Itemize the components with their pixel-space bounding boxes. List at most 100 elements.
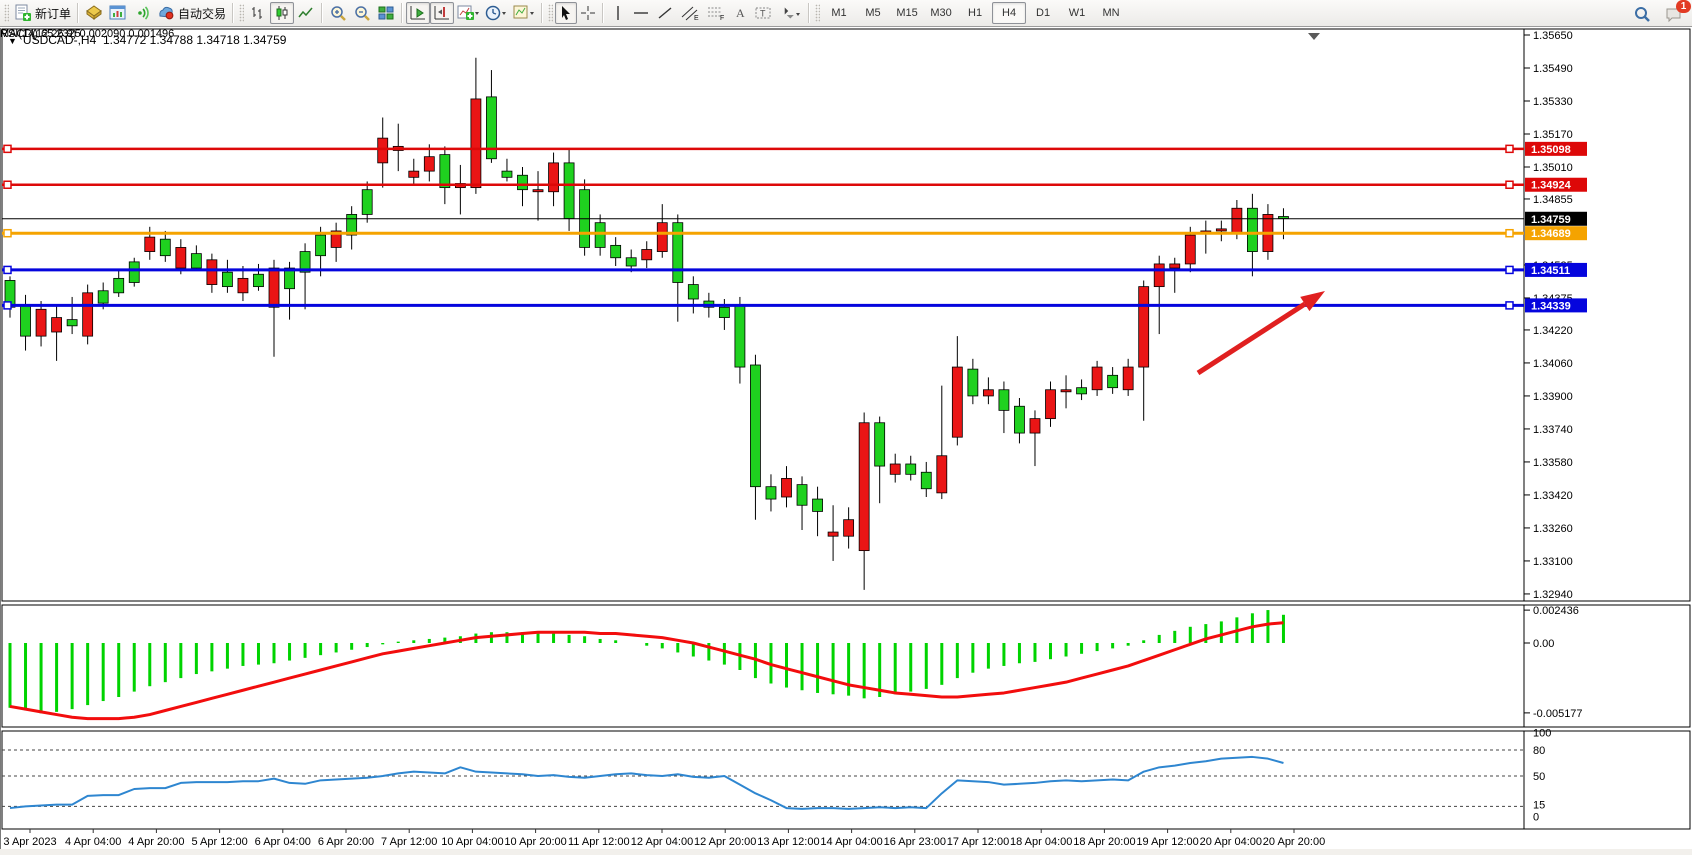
timeframe-d1-button[interactable]: D1 [1036,7,1051,19]
horizontal-line-1.34759[interactable]: 1.34759 [2,211,1587,226]
timeframe-m15-button[interactable]: M15 [896,7,918,19]
timeframe-h4-button[interactable]: H4 [992,2,1027,24]
svg-text:80: 80 [1533,745,1545,757]
trendline-tool-button[interactable] [653,2,677,24]
chart-shift-button[interactable] [430,2,455,24]
line-handle[interactable] [1505,301,1514,310]
search-button[interactable] [1630,3,1654,25]
crosshair-tool-button[interactable] [577,2,599,24]
svg-text:1.33420: 1.33420 [1533,490,1573,502]
timeframe-m5-button[interactable]: M5 [865,7,881,19]
auto-trading-button[interactable]: 自动交易 [154,2,229,24]
zoom-in-icon [329,4,347,22]
line-handle[interactable] [1505,265,1514,275]
horizontal-line-1.35098[interactable]: 1.35098 [2,141,1587,156]
tile-windows-icon [377,4,395,22]
pane-border-0 [1,28,1691,602]
pane-border-1 [1,604,1691,728]
chart-window-button[interactable] [106,2,130,24]
macd-indicator-label: MACD(12,26,9) 0.002090 0.001496 [0,28,175,40]
zoom-in-button[interactable] [326,2,350,24]
svg-text:12 Apr 04:00: 12 Apr 04:00 [631,836,693,848]
svg-text:7 Apr 12:00: 7 Apr 12:00 [381,836,437,848]
timeframe-h1-button[interactable]: H1 [968,7,983,19]
svg-text:1.34924: 1.34924 [1531,180,1572,192]
vertical-line-tool-button[interactable] [607,2,629,24]
templates-button[interactable] [510,2,538,24]
line-handle[interactable] [3,265,12,275]
svg-text:1.35170: 1.35170 [1533,129,1573,141]
chart-canvas[interactable]: 1.35650 1.35490 1.35330 1.35170 1.35010 1.348… [0,28,1692,855]
horizontal-line-icon [632,5,650,21]
tile-windows-button[interactable] [374,2,398,24]
new-order-button[interactable]: 新订单 [11,2,74,24]
price-badge [1525,177,1587,192]
svg-text:10 Apr 20:00: 10 Apr 20:00 [504,836,566,848]
line-handle[interactable] [3,301,12,310]
bar-chart-type-button[interactable] [246,2,270,24]
zoom-out-button[interactable] [350,2,374,24]
macd-pane[interactable]: 0.002436 0.00 -0.005177 [8,605,1583,721]
line-handle[interactable] [3,228,12,238]
signals-button[interactable] [130,2,154,24]
rsi-pane[interactable]: 100 80 50 150 [2,728,1551,824]
line-chart-type-button[interactable] [294,2,318,24]
svg-text:14 Apr 04:00: 14 Apr 04:00 [820,836,882,848]
text-label-tool-button[interactable]: T [751,2,775,24]
svg-text:1.34689: 1.34689 [1531,228,1571,240]
indicators-button[interactable] [454,2,482,24]
candlestick-series[interactable] [4,57,1289,590]
horizontal-line-1.34511[interactable]: 1.34511 [2,262,1587,277]
timeframe-mn-button[interactable]: MN [1102,7,1120,19]
svg-text:1.32940: 1.32940 [1533,589,1573,601]
equidistant-channel-tool-button[interactable]: E [677,2,703,24]
timeframe-m1-button[interactable]: M1 [831,7,847,19]
chart-title: ▼ USDCAD-,H4 1.34772 1.34788 1.34718 1.34… [8,33,286,47]
horizontal-line-tool-button[interactable] [629,2,653,24]
horizontal-line-1.34689[interactable]: 1.34689 [2,226,1587,241]
toolbar-separator [602,3,605,23]
toolbar-drag-handle[interactable] [548,4,554,22]
line-handle[interactable] [1505,144,1514,154]
chart-window-icon [109,4,127,22]
text-label-icon: T [754,5,772,21]
svg-text:13 Apr 12:00: 13 Apr 12:00 [757,836,819,848]
cursor-tool-button[interactable] [555,2,578,24]
zoom-out-icon [353,4,371,22]
market-watch-button[interactable] [82,2,106,24]
chart-title-ohlc: 1.34772 1.34788 1.34718 1.34759 [102,33,287,47]
search-icon [1633,5,1651,23]
svg-text:1.33900: 1.33900 [1533,391,1573,403]
toolbar-drag-handle[interactable] [4,4,9,22]
price-badge [1525,226,1587,241]
fibonacci-tool-button[interactable]: F [703,2,729,24]
time-axis[interactable]: 3 Apr 2023 4 Apr 04:00 4 Apr 20:00 5 Apr 12… [3,829,1325,848]
timeframe-w1-button[interactable]: W1 [1068,7,1086,19]
svg-text:6 Apr 20:00: 6 Apr 20:00 [318,836,374,848]
toolbar-drag-handle[interactable] [239,4,245,22]
trend-arrow-annotation[interactable] [1196,291,1325,376]
chart-title-symbol: USDCAD-,H4 [22,33,97,47]
line-handle[interactable] [3,180,12,189]
horizontal-line-1.34924[interactable]: 1.34924 [2,177,1587,192]
timeframe-m30-button[interactable]: M30 [930,7,952,19]
toolbar-separator [232,3,235,23]
text-tool-button[interactable]: A [729,2,751,24]
line-handle[interactable] [1505,228,1514,238]
auto-scroll-button[interactable] [406,2,431,24]
candlestick-chart-type-button[interactable] [270,2,295,24]
chart-shift-marker-icon[interactable] [1308,33,1320,40]
line-handle[interactable] [3,144,12,154]
periods-button[interactable] [482,2,510,24]
svg-text:1.35650: 1.35650 [1533,30,1573,42]
toolbar-drag-handle[interactable] [815,4,821,22]
horizontal-line-1.34339[interactable]: 1.34339 [2,298,1587,313]
notifications-button[interactable]: 1 [1662,0,1691,25]
arrows-tool-button[interactable] [775,2,805,24]
signal-icon [133,4,151,22]
candlestick-icon [273,4,291,22]
line-chart-icon [297,4,315,22]
symbol-dropdown-icon[interactable]: ▼ [8,36,17,46]
svg-text:17 Apr 12:00: 17 Apr 12:00 [947,836,1009,848]
line-handle[interactable] [1505,180,1514,189]
